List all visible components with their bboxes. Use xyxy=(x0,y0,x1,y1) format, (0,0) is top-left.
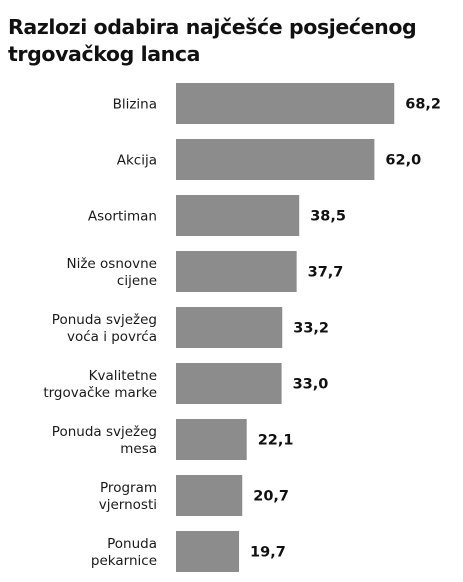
category-label-9: Ponuda pekarnice xyxy=(91,536,157,569)
category-label-7: Ponuda svježeg mesa xyxy=(52,424,157,457)
category-label-6: Kvalitetne trgovačke marke xyxy=(43,368,157,401)
category-label-8: Program vjernosti xyxy=(99,480,157,513)
value-label-5: 33,2 xyxy=(293,321,329,337)
chart-title: Razlozi odabira najčešće posjećenog trgo… xyxy=(8,15,417,66)
bar-5 xyxy=(176,307,283,348)
bar-4 xyxy=(176,251,297,292)
bar-6 xyxy=(176,363,282,404)
category-label-5: Ponuda svježeg voća i povrća xyxy=(52,312,157,345)
value-label-1: 68,2 xyxy=(405,97,441,113)
bar-3 xyxy=(176,195,300,236)
value-label-6: 33,0 xyxy=(293,377,329,393)
bar-7 xyxy=(176,419,247,460)
bar-2 xyxy=(176,139,375,180)
value-label-9: 19,7 xyxy=(250,545,286,561)
value-label-8: 20,7 xyxy=(253,489,289,505)
category-label-2: Akcija xyxy=(117,153,157,169)
bar-1 xyxy=(176,83,395,124)
bar-8 xyxy=(176,475,243,516)
value-label-2: 62,0 xyxy=(385,153,421,169)
value-label-3: 38,5 xyxy=(310,209,346,225)
category-label-1: Blizina xyxy=(113,97,157,113)
category-label-4: Niže osnovne cijene xyxy=(67,256,158,289)
value-label-7: 22,1 xyxy=(258,433,294,449)
bar-9 xyxy=(176,531,240,572)
value-label-4: 37,7 xyxy=(308,265,344,281)
category-label-3: Asortiman xyxy=(88,209,157,225)
